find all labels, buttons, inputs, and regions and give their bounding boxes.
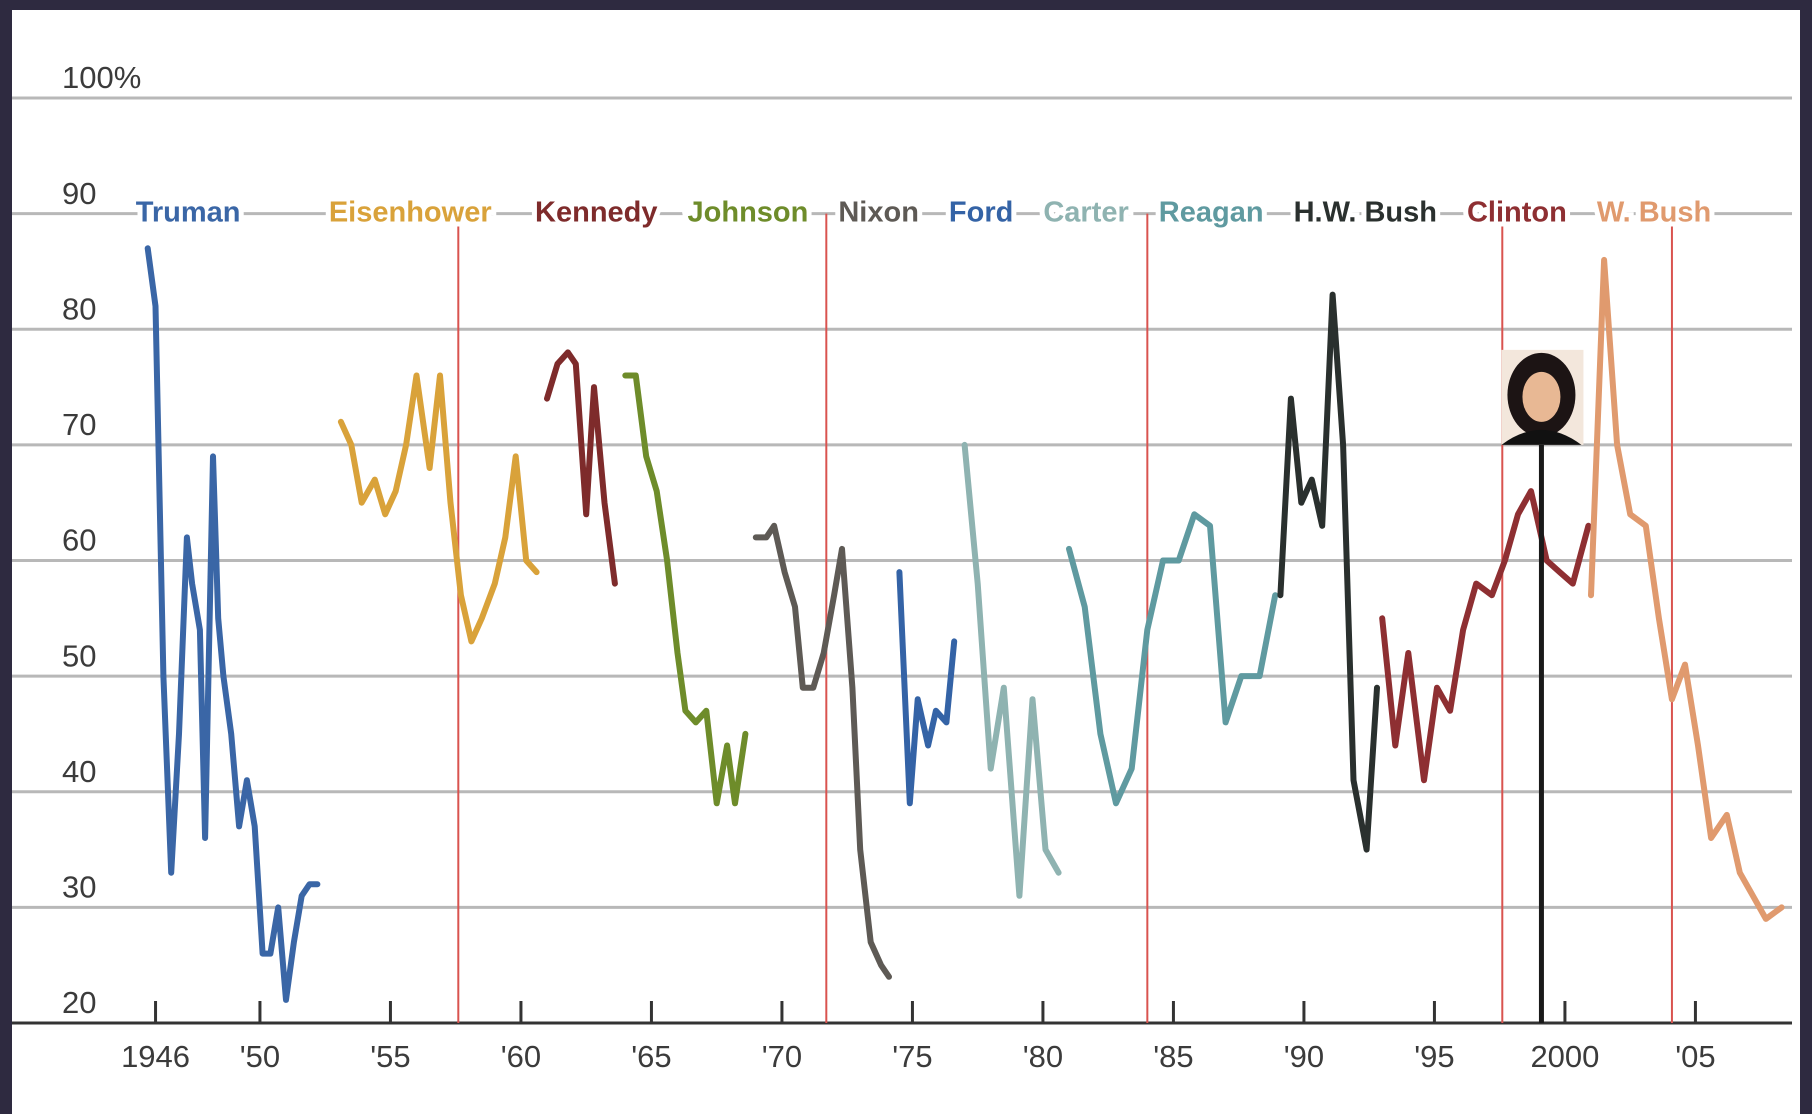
y-tick-label: 70 <box>62 407 96 442</box>
approval-line <box>144 245 321 1003</box>
approval-line <box>961 441 1062 899</box>
x-tick-label: '85 <box>1153 1039 1193 1074</box>
legend-label: Johnson <box>688 196 809 228</box>
legend-label: Kennedy <box>535 196 657 228</box>
approval-line <box>544 349 618 587</box>
approval-line <box>1066 511 1279 807</box>
legend-label: W. Bush <box>1597 196 1711 228</box>
y-tick-label: 30 <box>62 870 96 905</box>
approval-line <box>1277 291 1380 853</box>
photo-shoulders <box>1501 429 1582 445</box>
y-tick-label: 20 <box>62 985 96 1020</box>
y-tick-label: 50 <box>62 638 96 673</box>
y-tick-label: 80 <box>62 291 96 326</box>
x-tick-label: '95 <box>1414 1039 1454 1074</box>
approval-line <box>337 372 540 645</box>
approval-line <box>896 569 958 807</box>
legend-label: H.W. Bush <box>1294 196 1437 228</box>
legend-label: Reagan <box>1159 196 1264 228</box>
x-tick-label: '75 <box>892 1039 932 1074</box>
y-tick-label: 100% <box>62 60 141 95</box>
approval-line <box>752 522 892 980</box>
legend-label: Nixon <box>838 196 919 228</box>
x-tick-label: 1946 <box>121 1039 190 1074</box>
photo <box>1501 349 1584 445</box>
approval-line <box>622 372 749 807</box>
approval-line <box>1379 488 1592 784</box>
y-tick-label: 40 <box>62 754 96 789</box>
x-tick-label: '50 <box>240 1039 280 1074</box>
y-tick-label: 90 <box>62 176 96 211</box>
legend-label: Eisenhower <box>329 196 492 228</box>
approval-line <box>1588 256 1785 922</box>
x-tick-label: '05 <box>1675 1039 1715 1074</box>
legend-label: Carter <box>1043 196 1128 228</box>
legend-label: Truman <box>136 196 241 228</box>
x-tick-label: '70 <box>762 1039 802 1074</box>
x-tick-label: '90 <box>1284 1039 1324 1074</box>
x-tick-label: '80 <box>1023 1039 1063 1074</box>
legend-label: Ford <box>949 196 1013 228</box>
x-tick-label: '60 <box>501 1039 541 1074</box>
x-tick-label: '55 <box>370 1039 410 1074</box>
x-tick-label: '65 <box>631 1039 671 1074</box>
photo-face <box>1522 371 1561 422</box>
legend-label: Clinton <box>1467 196 1567 228</box>
x-tick-label: 2000 <box>1530 1039 1599 1074</box>
y-tick-label: 60 <box>62 523 96 558</box>
